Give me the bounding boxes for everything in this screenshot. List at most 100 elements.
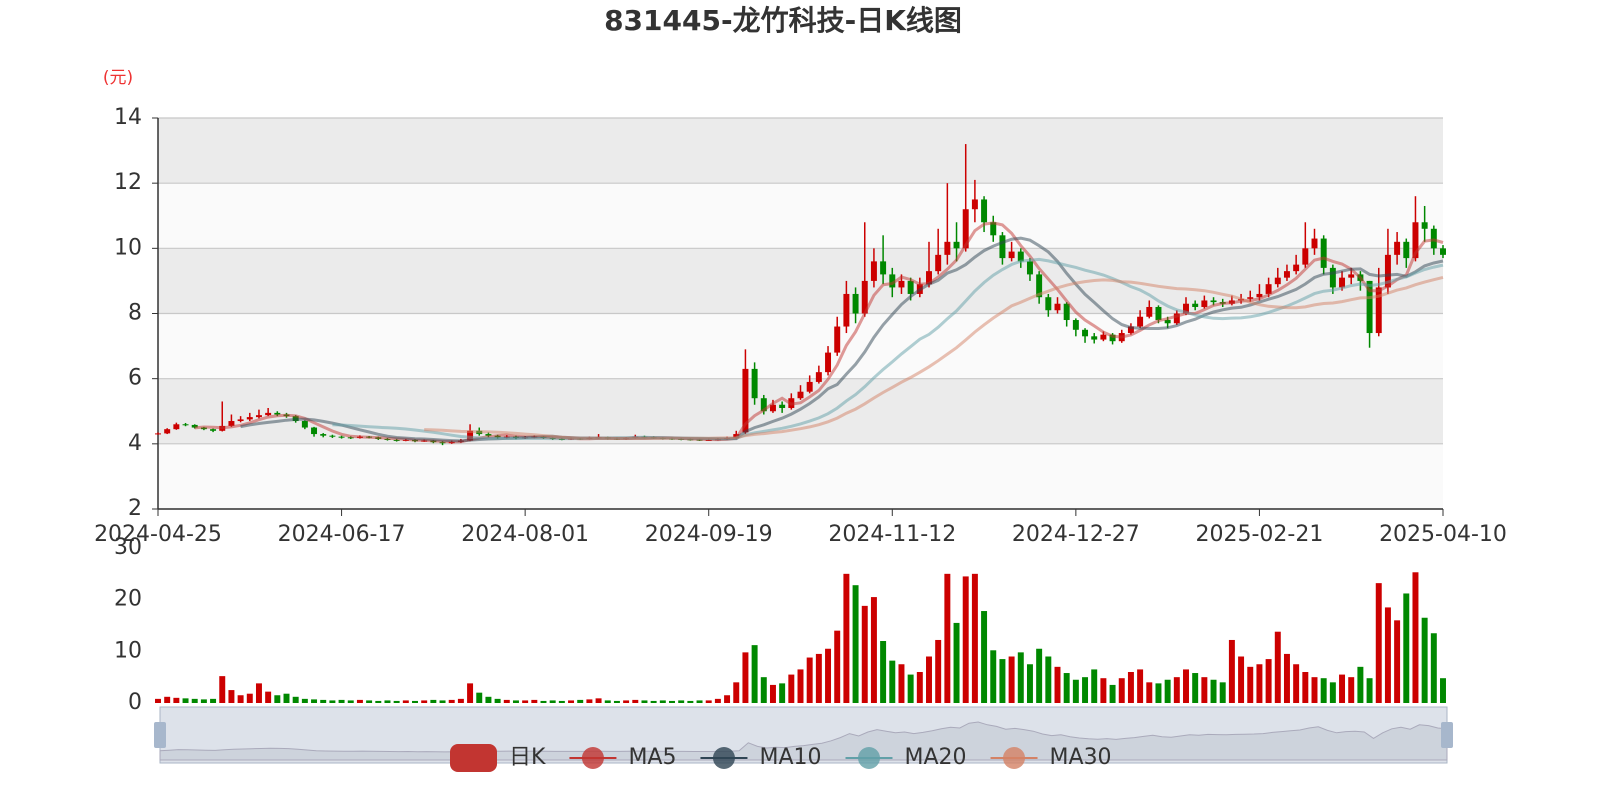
candle-body [311,427,318,435]
candle-body [347,437,354,439]
x-tick-label: 2024-12-27 [1012,522,1140,547]
candle-body [834,326,841,353]
candle-body [164,429,171,434]
volume-bar [485,696,492,703]
candle-body [751,368,758,399]
x-tick-label: 2024-06-17 [278,522,406,547]
candle-body [1026,261,1033,275]
volume-bar [806,657,813,703]
candle-body [1210,300,1217,303]
volume-bar [246,693,253,703]
volume-bar [760,677,767,703]
volume-bar [1339,674,1346,703]
volume-bar [1201,677,1208,703]
candle-body [1155,306,1162,321]
legend-label: MA30 [1050,745,1112,770]
candle-body [210,429,217,431]
x-tick-label: 2025-04-10 [1379,522,1507,547]
ma-line [240,236,1444,443]
volume-bar [1238,656,1245,703]
volume-bar [200,699,207,703]
volume-bar [613,700,620,703]
volume-bar [1366,678,1373,703]
volume-bar [1403,593,1410,703]
chart-title: 831445-龙竹科技-日K线图 [604,4,962,37]
candle-body [1054,303,1061,311]
split-area [158,443,1443,509]
volume-bar [494,698,501,703]
candle-body [338,436,345,438]
volume-bar [558,700,565,703]
candle-body [944,241,951,255]
volume-bar [1072,679,1079,703]
volume-bar [916,672,923,703]
candle-body [1072,320,1079,330]
volume-bar [1091,669,1098,703]
candle-body [155,433,161,435]
candle-body [953,241,960,249]
zoom-handle[interactable] [154,722,166,748]
volume-bar [1146,682,1153,703]
volume-bar [742,652,749,703]
volume-bar [953,622,960,703]
candle-body [1091,336,1098,340]
volume-bar [852,585,859,703]
volume-bar [329,700,336,703]
candle-body [228,421,235,426]
volume-bar [659,700,666,703]
candle-body [1146,306,1153,317]
legend-swatch [450,744,497,772]
volume-bar [228,690,235,703]
y-unit-label: (元) [103,68,133,88]
volume-bar [467,683,474,703]
volume-bar [191,698,198,703]
y-tick-label: 12 [114,170,142,195]
volume-bar [292,696,299,703]
candle-body [1247,297,1254,299]
candle-body [1274,277,1281,285]
volume-bar [586,699,593,703]
y-tick-label: 10 [114,235,142,260]
volume-bar [898,664,905,703]
volume-tick-label: 30 [114,535,142,560]
volume-bar [237,695,244,703]
volume-bar [788,674,795,703]
volume-bar [1302,672,1309,703]
candle-body [1311,238,1318,249]
candle-body [1421,222,1428,229]
volume-bar [769,684,776,703]
candle-body [1109,334,1116,342]
split-area [158,313,1443,379]
legend-marker [858,747,880,769]
volume-bar [825,648,832,703]
ma-line [332,257,1444,441]
volume-bar [1265,659,1272,703]
candle-body [467,430,474,441]
volume-bar [210,698,217,703]
candle-body [1384,254,1391,288]
volume-bar [219,676,226,703]
candle-body [742,368,749,433]
volume-bar [714,698,721,703]
volume-bar [1017,652,1024,703]
legend-label: MA20 [905,745,967,770]
zoom-handle[interactable] [1441,722,1453,748]
volume-bar [182,698,189,703]
volume-bar [164,696,171,703]
volume-bar [265,691,272,703]
volume-bar [797,669,804,703]
volume-bar [1247,666,1254,703]
candle-body [182,424,189,426]
volume-bar [255,683,262,703]
candle-body [852,293,859,314]
candle-body [880,261,887,275]
volume-bar [962,576,969,703]
legend-label: MA10 [759,745,821,770]
candle-body [889,274,896,288]
volume-bar [650,700,657,703]
split-area [158,183,1443,249]
candle-body [1127,326,1134,334]
candle-body [1265,284,1272,294]
volume-bar [669,700,675,703]
